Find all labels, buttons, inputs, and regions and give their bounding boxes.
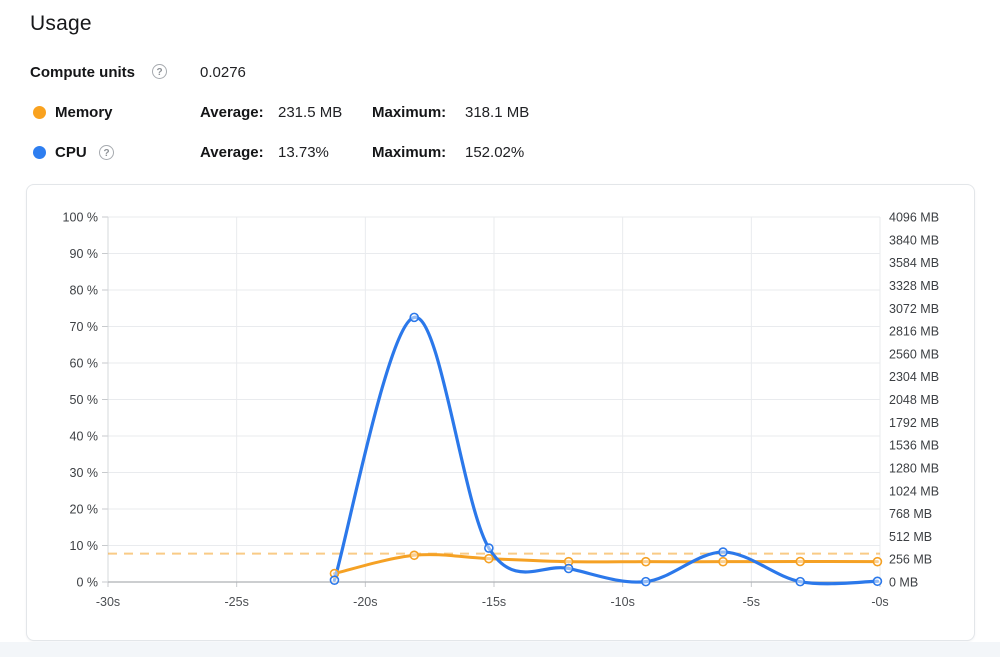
- y-right-tick-label: 1024 MB: [889, 484, 939, 498]
- y-right-tick-label: 2048 MB: [889, 393, 939, 407]
- y-right-tick-label: 4096 MB: [889, 211, 939, 225]
- y-right-tick-label: 256 MB: [889, 553, 932, 567]
- memory-label: Memory: [55, 104, 113, 121]
- y-right-tick-label: 1280 MB: [889, 461, 939, 475]
- page-section-divider: [0, 642, 1000, 657]
- cpu-maximum-value: 152.02%: [465, 144, 525, 161]
- y-right-tick-label: 512 MB: [889, 530, 932, 544]
- cpu-point[interactable]: [718, 547, 728, 557]
- compute-units-label: Compute units: [30, 64, 135, 81]
- cpu-average-label: Average:: [200, 144, 264, 161]
- usage-chart-card: 0 % 10 % 20 % 30 % 40 % 50 % 60 % 70 % 80 % 90 % 1…: [26, 184, 975, 641]
- memory-average-label: Average:: [200, 104, 264, 121]
- cpu-stat-row: CPU ? Average: 13.73% Maximum: 152.02%: [0, 144, 1000, 164]
- cpu-legend-dot-icon: [33, 146, 46, 159]
- cpu-point[interactable]: [329, 575, 340, 585]
- x-tick-label: -25s: [225, 595, 249, 609]
- y-right-tick-label: 0 MB: [889, 576, 918, 590]
- y-left-tick-label: 70 %: [70, 320, 99, 334]
- memory-point[interactable]: [641, 556, 651, 567]
- x-tick-label: -30s: [96, 595, 120, 609]
- y-left-tick-label: 40 %: [70, 430, 99, 444]
- cpu-maximum-label: Maximum:: [372, 144, 447, 161]
- memory-point[interactable]: [872, 556, 883, 567]
- y-right-tick-label: 3840 MB: [889, 233, 939, 247]
- cpu-point[interactable]: [409, 312, 420, 323]
- y-right-tick-label: 2816 MB: [889, 325, 939, 339]
- memory-stat-row: Memory Average: 231.5 MB Maximum: 318.1 …: [0, 104, 1000, 124]
- x-tick-label: -0s: [871, 595, 888, 609]
- y-right-tick-label: 3072 MB: [889, 302, 939, 316]
- y-right-tick-label: 1792 MB: [889, 416, 939, 430]
- x-tick-label: -15s: [482, 595, 506, 609]
- y-left-tick-label: 100 %: [63, 211, 98, 225]
- compute-units-row: Compute units ? 0.0276: [0, 64, 1000, 84]
- y-right-tick-label: 3584 MB: [889, 256, 939, 270]
- x-tick-label: -5s: [743, 595, 760, 609]
- y-left-tick-label: 20 %: [70, 503, 99, 517]
- memory-point[interactable]: [409, 550, 420, 561]
- memory-point[interactable]: [484, 553, 494, 564]
- memory-average-value: 231.5 MB: [278, 104, 343, 121]
- y-right-tick-label: 768 MB: [889, 507, 932, 521]
- cpu-average-value: 13.73%: [278, 144, 329, 161]
- y-left-tick-label: 90 %: [70, 247, 99, 261]
- x-tick-label: -10s: [611, 595, 635, 609]
- memory-maximum-label: Maximum:: [372, 104, 447, 121]
- usage-chart[interactable]: 0 % 10 % 20 % 30 % 40 % 50 % 60 % 70 % 80 % 90 % 1…: [27, 185, 972, 638]
- cpu-point[interactable]: [795, 576, 806, 587]
- help-icon[interactable]: ?: [99, 145, 114, 160]
- cpu-point[interactable]: [563, 563, 574, 574]
- y-right-tick-label: 1536 MB: [889, 439, 939, 453]
- cpu-point[interactable]: [641, 576, 651, 587]
- y-left-tick-label: 0 %: [76, 576, 98, 590]
- y-right-tick-label: 2304 MB: [889, 370, 939, 384]
- memory-point[interactable]: [795, 556, 806, 567]
- memory-maximum-value: 318.1 MB: [465, 104, 530, 121]
- memory-point[interactable]: [718, 556, 728, 567]
- page-title: Usage: [30, 12, 92, 35]
- help-icon[interactable]: ?: [152, 64, 167, 79]
- cpu-line: [332, 315, 880, 586]
- y-left-tick-label: 80 %: [70, 284, 99, 298]
- cpu-point[interactable]: [484, 543, 494, 553]
- y-right-tick-label: 2560 MB: [889, 347, 939, 361]
- y-right-tick-label: 3328 MB: [889, 279, 939, 293]
- cpu-point[interactable]: [872, 576, 883, 587]
- y-left-tick-label: 10 %: [70, 539, 99, 553]
- compute-units-value: 0.0276: [200, 64, 246, 81]
- y-left-tick-label: 30 %: [70, 466, 99, 480]
- y-left-tick-label: 60 %: [70, 357, 99, 371]
- memory-legend-dot-icon: [33, 106, 46, 119]
- cpu-label: CPU: [55, 144, 87, 161]
- y-left-tick-label: 50 %: [70, 393, 99, 407]
- x-tick-label: -20s: [353, 595, 377, 609]
